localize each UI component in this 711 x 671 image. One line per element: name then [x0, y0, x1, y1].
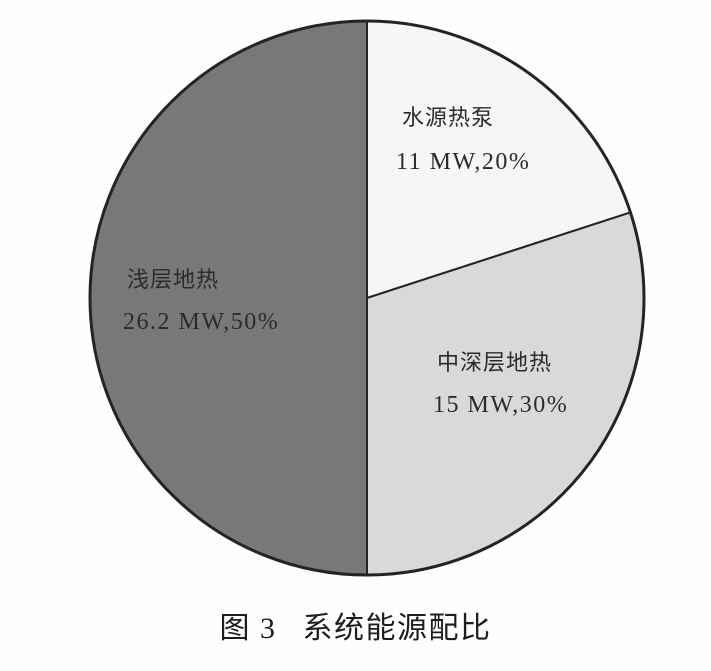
slice-label-shallow-geothermal: 浅层地热 [127, 267, 220, 292]
slice-value-mid-deep-geothermal: 15 MW,30% [433, 392, 569, 418]
figure-number: 图 3 [219, 612, 277, 645]
figure-caption: 图 3 系统能源配比 [0, 603, 711, 647]
slice-label-water-source-heat-pump: 水源热泵 [402, 105, 495, 130]
figure-title: 系统能源配比 [302, 612, 492, 645]
pie-slices-group [89, 20, 645, 576]
slice-value-water-source-heat-pump: 11 MW,20% [396, 149, 531, 175]
slice-value-shallow-geothermal: 26.2 MW,50% [123, 309, 280, 335]
pie-slice-3 [89, 20, 368, 576]
pie-outer-rim [88, 19, 646, 577]
slice-label-mid-deep-geothermal: 中深层地热 [437, 350, 553, 375]
